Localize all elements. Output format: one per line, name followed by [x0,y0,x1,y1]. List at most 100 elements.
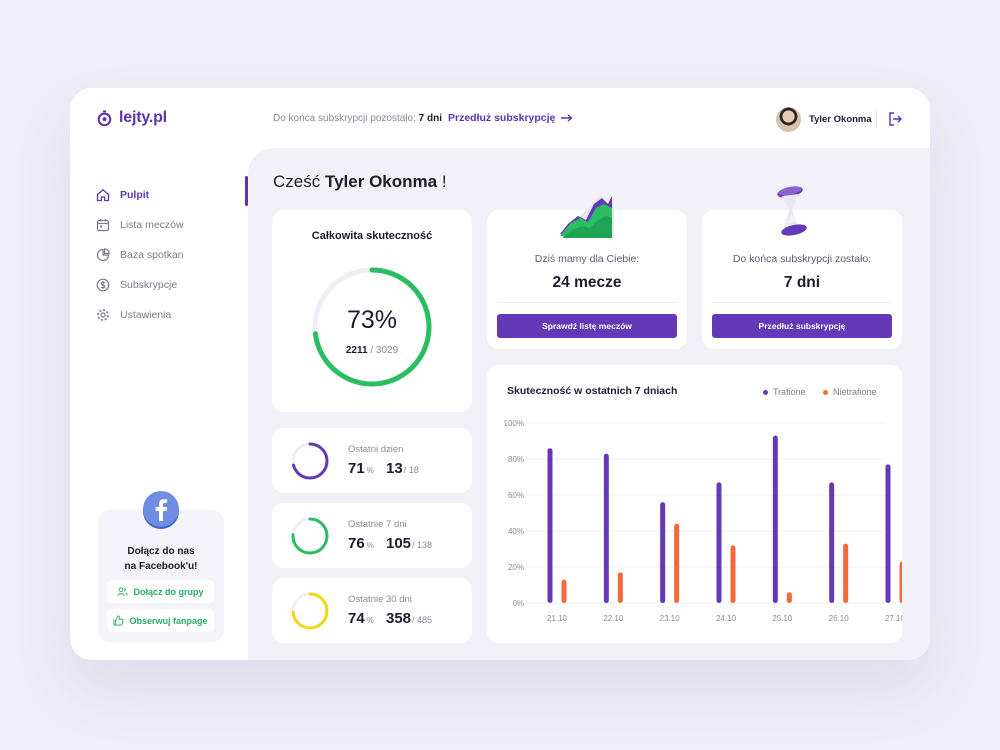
sidebar-item-subskrypcje[interactable]: Subskrypcje [96,270,246,300]
period-counts: 358/ 485 [386,610,432,627]
bar-trafione [772,435,778,603]
app-window: lejty.pl Do końca subskrypcji pozostało:… [70,88,930,660]
legend-dot [823,389,828,395]
facebook-icon [143,491,179,529]
period-progress-ring [291,517,329,555]
extend-subscription-button[interactable]: Przedłuż subskrypcję [712,314,892,338]
thumbs-up-icon [113,615,125,626]
hourglass-illustration-icon [777,186,807,236]
brand-name: lejty.pl [119,109,167,126]
y-tick-label: 20% [508,563,524,572]
chart-title: Skuteczność w ostatnich 7 dniach [507,385,678,397]
check-matches-button[interactable]: Sprawdź listę meczów [497,314,677,338]
sidebar-nav: Pulpit Lista meczów Baza spotkan Subskry… [96,180,246,330]
sidebar-item-label: Pulpit [120,189,150,201]
logout-icon[interactable] [887,111,903,127]
sidebar-item-pulpit[interactable]: Pulpit [96,180,246,210]
active-indicator [245,176,248,206]
join-group-button[interactable]: Dołącz do grupy [107,580,214,603]
bar-trafione [885,464,891,603]
legend-label: Nietrafione [833,387,877,397]
period-hits: 358 [386,610,412,627]
period-label: Ostatnie 7 dni [348,519,407,530]
sidebar-item-lista-meczow[interactable]: Lista meczów [96,210,246,240]
bar-nietrafione [899,561,902,603]
bar-nietrafione [617,572,623,603]
greeting-suffix: ! [441,172,447,191]
period-hits: 105 [386,535,412,552]
period-card-last-30-days: Ostatnie 30 dni 74% 358/ 485 [272,578,472,643]
sidebar-item-label: Lista meczów [120,219,184,231]
bar-nietrafione [786,592,792,603]
period-hits: 13 [386,460,403,477]
total-hits: 2211 [345,345,368,356]
period-total: / 138 [412,540,433,550]
card-divider [497,302,677,303]
extend-subscription-link[interactable]: Przedłuż subskrypcję [448,112,573,124]
greeting-name: Tyler Okonma [324,172,438,191]
y-tick-label: 0% [512,599,524,608]
bar-nietrafione [561,579,567,603]
period-card-last-day: Ostatni dzien 71% 13/ 18 [272,428,472,493]
period-percent-value: 74 [348,610,365,627]
y-tick-label: 100% [504,419,524,428]
legend-dot [763,389,768,395]
x-tick-label: 25.10 [772,614,793,623]
bar-trafione [829,482,835,603]
period-counts: 105/ 138 [386,535,432,552]
subscription-days: 7 dni [418,113,442,124]
period-percent-unit: % [366,541,374,550]
pie-chart-icon [96,248,110,262]
area-chart-illustration-icon [560,194,614,238]
follow-fanpage-label: Obserwuj fanpage [129,615,208,626]
period-total: / 485 [412,615,433,625]
y-tick-label: 60% [508,491,524,500]
sidebar-item-ustawienia[interactable]: Ustawienia [96,300,246,330]
facebook-cta-text: Dołącz do nas na Facebook'u! [98,544,224,574]
bar-nietrafione [843,543,849,603]
period-percent: 74% [348,610,374,627]
period-percent-unit: % [366,616,374,625]
header-divider [876,110,877,128]
bar-nietrafione [674,523,680,603]
period-progress-ring [291,442,329,480]
dollar-icon [96,278,110,292]
arrow-right-icon [561,114,573,122]
legend-item-nietrafione: Nietrafione [823,387,877,397]
facebook-cta-line1: Dołącz do nas [127,546,195,557]
total-progress-ring [312,267,432,387]
top-bar: lejty.pl Do końca subskrypcji pozostało:… [70,88,930,148]
home-icon [96,188,110,202]
bar-trafione [547,448,553,603]
x-tick-label: 21.10 [547,614,568,623]
follow-fanpage-button[interactable]: Obserwuj fanpage [107,609,214,632]
y-tick-label: 80% [508,455,524,464]
greeting-prefix: Cześć [273,172,321,191]
avatar [776,107,801,132]
period-label: Ostatnie 30 dni [348,594,412,605]
total-matches: / 3029 [370,345,399,356]
x-tick-label: 26.10 [829,614,850,623]
total-title: Całkowita skuteczność [311,230,433,242]
period-card-last-7-days: Ostatnie 7 dni 76% 105/ 138 [272,503,472,568]
logo[interactable]: lejty.pl [96,109,167,127]
facebook-cta-line2: na Facebook'u! [124,561,198,572]
main-content: Cześć Tyler Okonma ! Całkowita skuteczno… [248,148,930,660]
subscription-card-value: 7 dni [783,274,821,291]
user-name: Tyler Okonma [809,114,872,125]
user-menu[interactable]: Tyler Okonma [776,107,872,132]
total-counts: 2211 / 3029 [272,345,472,356]
calendar-icon [96,219,110,232]
period-counts: 13/ 18 [386,460,419,477]
facebook-card: Dołącz do nas na Facebook'u! Dołącz do g… [98,491,224,642]
bar-nietrafione [730,545,736,603]
sidebar-item-baza-spotkan[interactable]: Baza spotkan [96,240,246,270]
bar-trafione [660,502,666,603]
x-tick-label: 23.10 [660,614,681,623]
page-title: Cześć Tyler Okonma ! [273,172,447,192]
weekly-chart-card: Skuteczność w ostatnich 7 dniach Trafion… [487,365,902,643]
period-percent-unit: % [366,466,374,475]
period-total: / 18 [403,465,419,475]
gear-icon [97,309,109,321]
bar-trafione [603,453,609,603]
